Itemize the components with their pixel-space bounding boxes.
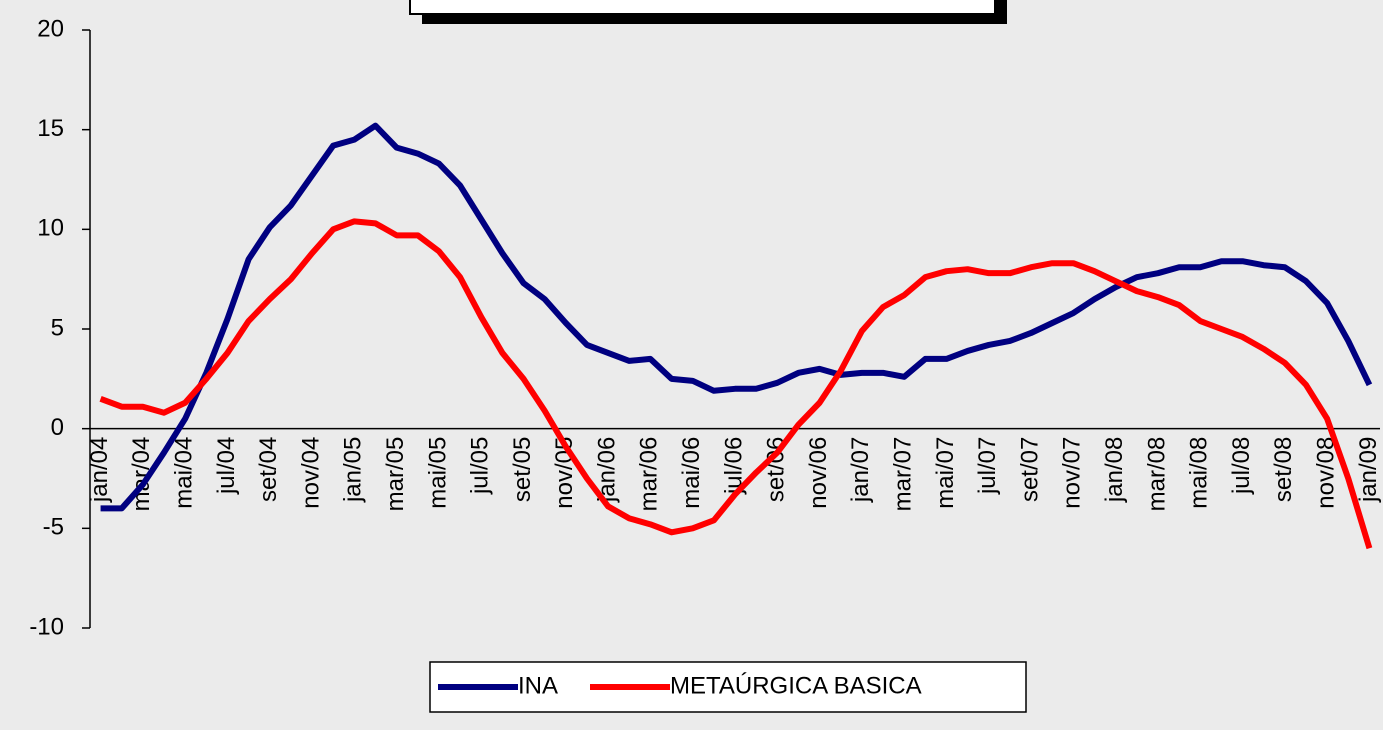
x-tick-label: jan/07 xyxy=(847,437,874,503)
x-tick-label: jan/09 xyxy=(1355,437,1382,503)
series-line xyxy=(100,122,1373,512)
y-tick-label: 15 xyxy=(37,115,64,142)
legend-label: METAÚRGICA BASICA xyxy=(670,672,922,699)
x-tick-label: mai/04 xyxy=(171,437,198,509)
y-tick-label: -10 xyxy=(29,613,64,640)
x-tick-label: set/04 xyxy=(255,437,282,502)
x-tick-label: set/08 xyxy=(1270,437,1297,502)
title-box xyxy=(409,0,996,15)
y-tick-label: 0 xyxy=(51,414,64,441)
legend xyxy=(429,661,1027,713)
x-tick-label: mai/07 xyxy=(932,437,959,509)
legend-label: INA xyxy=(518,672,558,699)
x-tick-label: set/07 xyxy=(1016,437,1043,502)
x-tick-label: nov/07 xyxy=(1059,437,1086,509)
x-tick-label: nov/06 xyxy=(805,437,832,509)
x-tick-label: mar/05 xyxy=(382,437,409,512)
y-tick-label: 5 xyxy=(51,314,64,341)
x-tick-label: mai/05 xyxy=(424,437,451,509)
x-tick-label: jul/05 xyxy=(467,437,494,495)
x-tick-label: jan/08 xyxy=(1101,437,1128,503)
y-tick-label: 10 xyxy=(37,215,64,242)
x-tick-label: nov/04 xyxy=(297,437,324,509)
x-tick-label: mar/07 xyxy=(890,437,917,512)
x-tick-label: jan/04 xyxy=(86,437,113,503)
y-tick-label: -5 xyxy=(43,514,64,541)
x-tick-label: jul/07 xyxy=(974,437,1001,495)
x-tick-label: mar/06 xyxy=(636,437,663,512)
x-tick-label: mai/08 xyxy=(1186,437,1213,509)
x-tick-label: set/06 xyxy=(763,437,790,502)
y-tick-label: 20 xyxy=(37,15,64,42)
x-tick-label: jan/05 xyxy=(340,437,367,503)
x-tick-label: jul/04 xyxy=(213,437,240,495)
x-tick-label: mai/06 xyxy=(678,437,705,509)
x-tick-label: set/05 xyxy=(509,437,536,502)
series-line xyxy=(99,218,1373,550)
x-tick-label: jul/08 xyxy=(1228,437,1255,495)
x-tick-label: mar/08 xyxy=(1143,437,1170,512)
